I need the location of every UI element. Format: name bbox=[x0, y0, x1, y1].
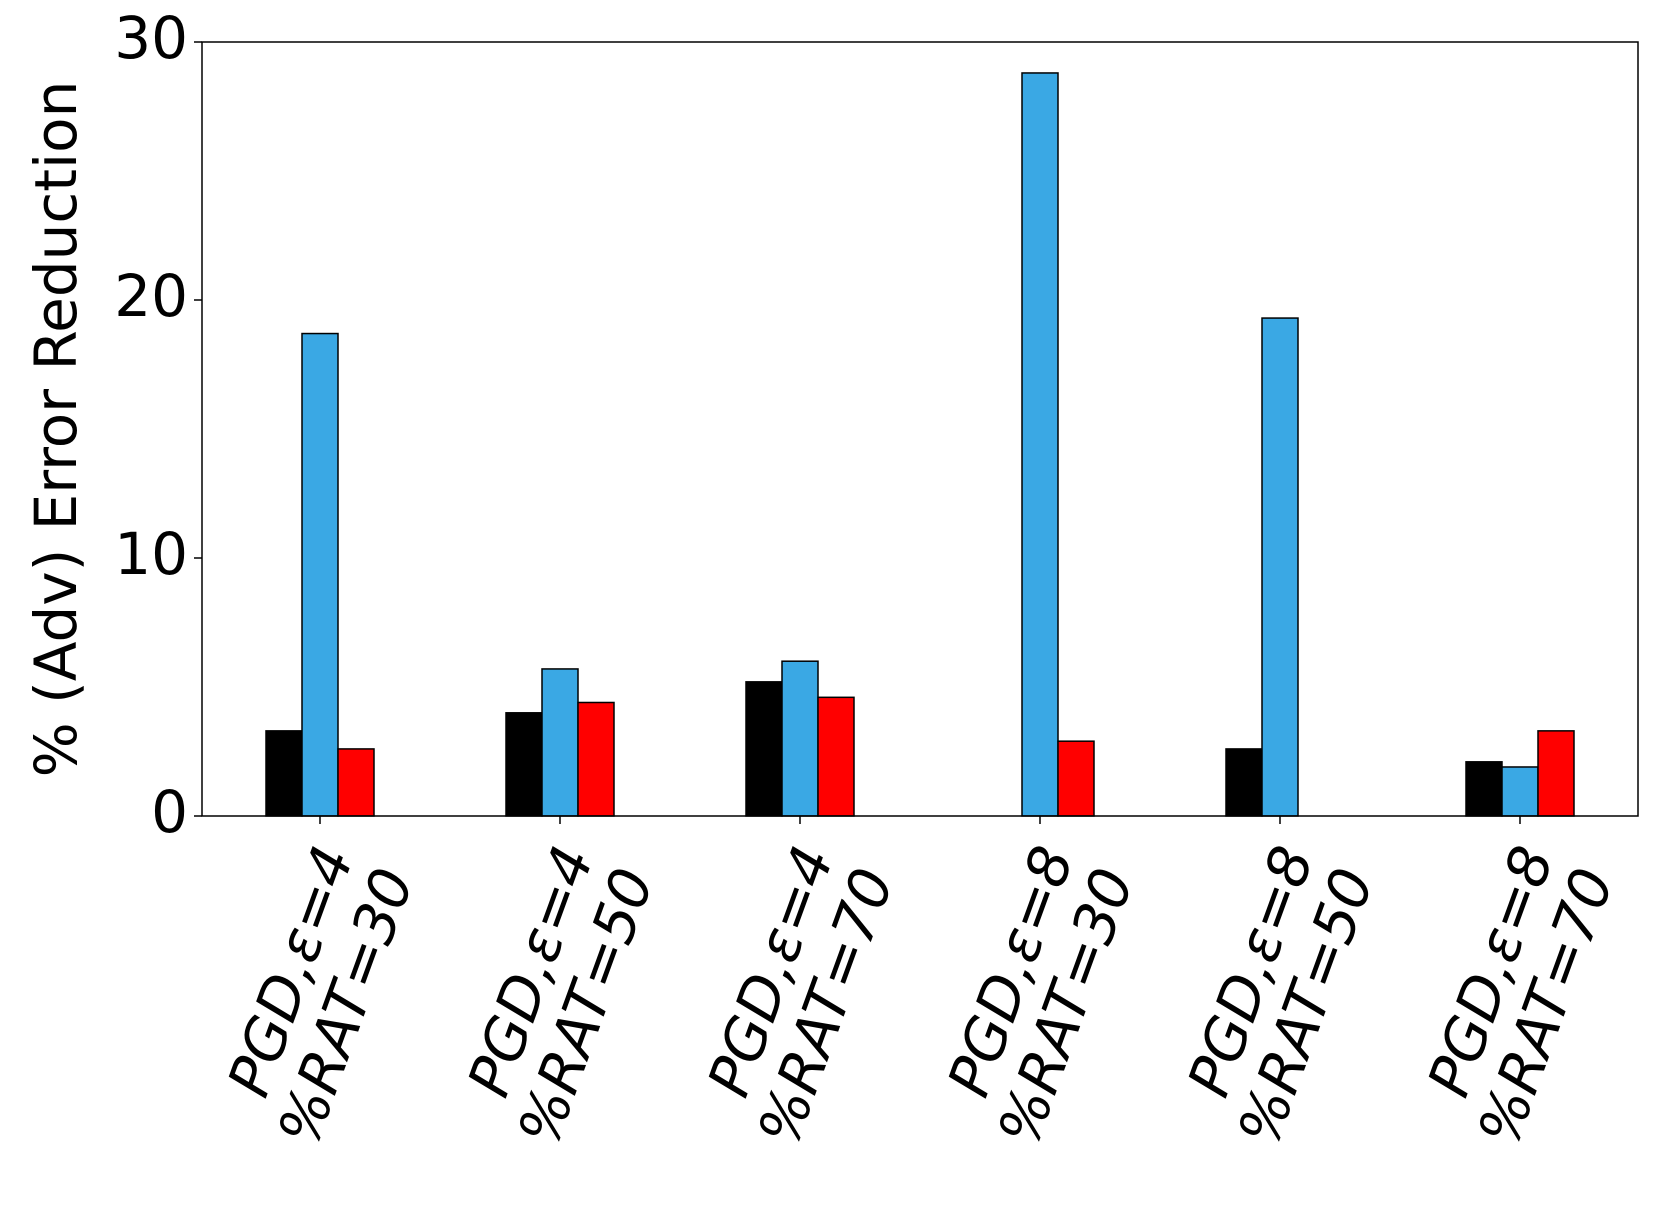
bar-3-1 bbox=[745, 681, 783, 817]
bar-4-3 bbox=[1057, 740, 1095, 817]
bar-1-1 bbox=[265, 730, 303, 817]
x-tick-label: PGD,ε=8%RAT=30 bbox=[925, 838, 1148, 1154]
bar-3-2 bbox=[781, 660, 819, 817]
y-axis: 0 10 20 30 bbox=[114, 4, 202, 846]
bar-2-2 bbox=[541, 668, 579, 817]
y-tick-label: 30 bbox=[114, 4, 188, 72]
x-tick-label: PGD,ε=8%RAT=70 bbox=[1405, 838, 1628, 1154]
bar-4-2 bbox=[1021, 72, 1059, 817]
plot-frame bbox=[201, 41, 1639, 817]
x-tick-label: PGD,ε=8%RAT=50 bbox=[1165, 838, 1388, 1154]
bar-3-3 bbox=[817, 696, 855, 817]
y-tick-label: 20 bbox=[114, 262, 188, 330]
bar-6-1 bbox=[1465, 761, 1503, 817]
bar-6-2 bbox=[1501, 766, 1539, 817]
bar-1-2 bbox=[301, 332, 339, 817]
x-tick-label: PGD,ε=4%RAT=50 bbox=[445, 838, 668, 1154]
y-axis-label: % (Adv) Error Reduction bbox=[22, 81, 90, 778]
y-tick-label: 10 bbox=[114, 520, 188, 588]
x-axis: PGD,ε=4%RAT=30 PGD,ε=4%RAT=50 PGD,ε=4%RAT=… bbox=[205, 816, 1628, 1154]
y-tick-label: 0 bbox=[151, 778, 188, 846]
bar-5-2 bbox=[1261, 317, 1299, 817]
x-tick-label: PGD,ε=4%RAT=70 bbox=[685, 838, 908, 1154]
x-tick-label: PGD,ε=4%RAT=30 bbox=[205, 838, 428, 1154]
bar-1-3 bbox=[337, 748, 375, 817]
bar-6-3 bbox=[1537, 730, 1575, 817]
bar-2-3 bbox=[577, 701, 615, 817]
bar-2-1 bbox=[505, 712, 543, 817]
bars-layer bbox=[265, 72, 1575, 817]
bar-5-1 bbox=[1225, 748, 1263, 817]
